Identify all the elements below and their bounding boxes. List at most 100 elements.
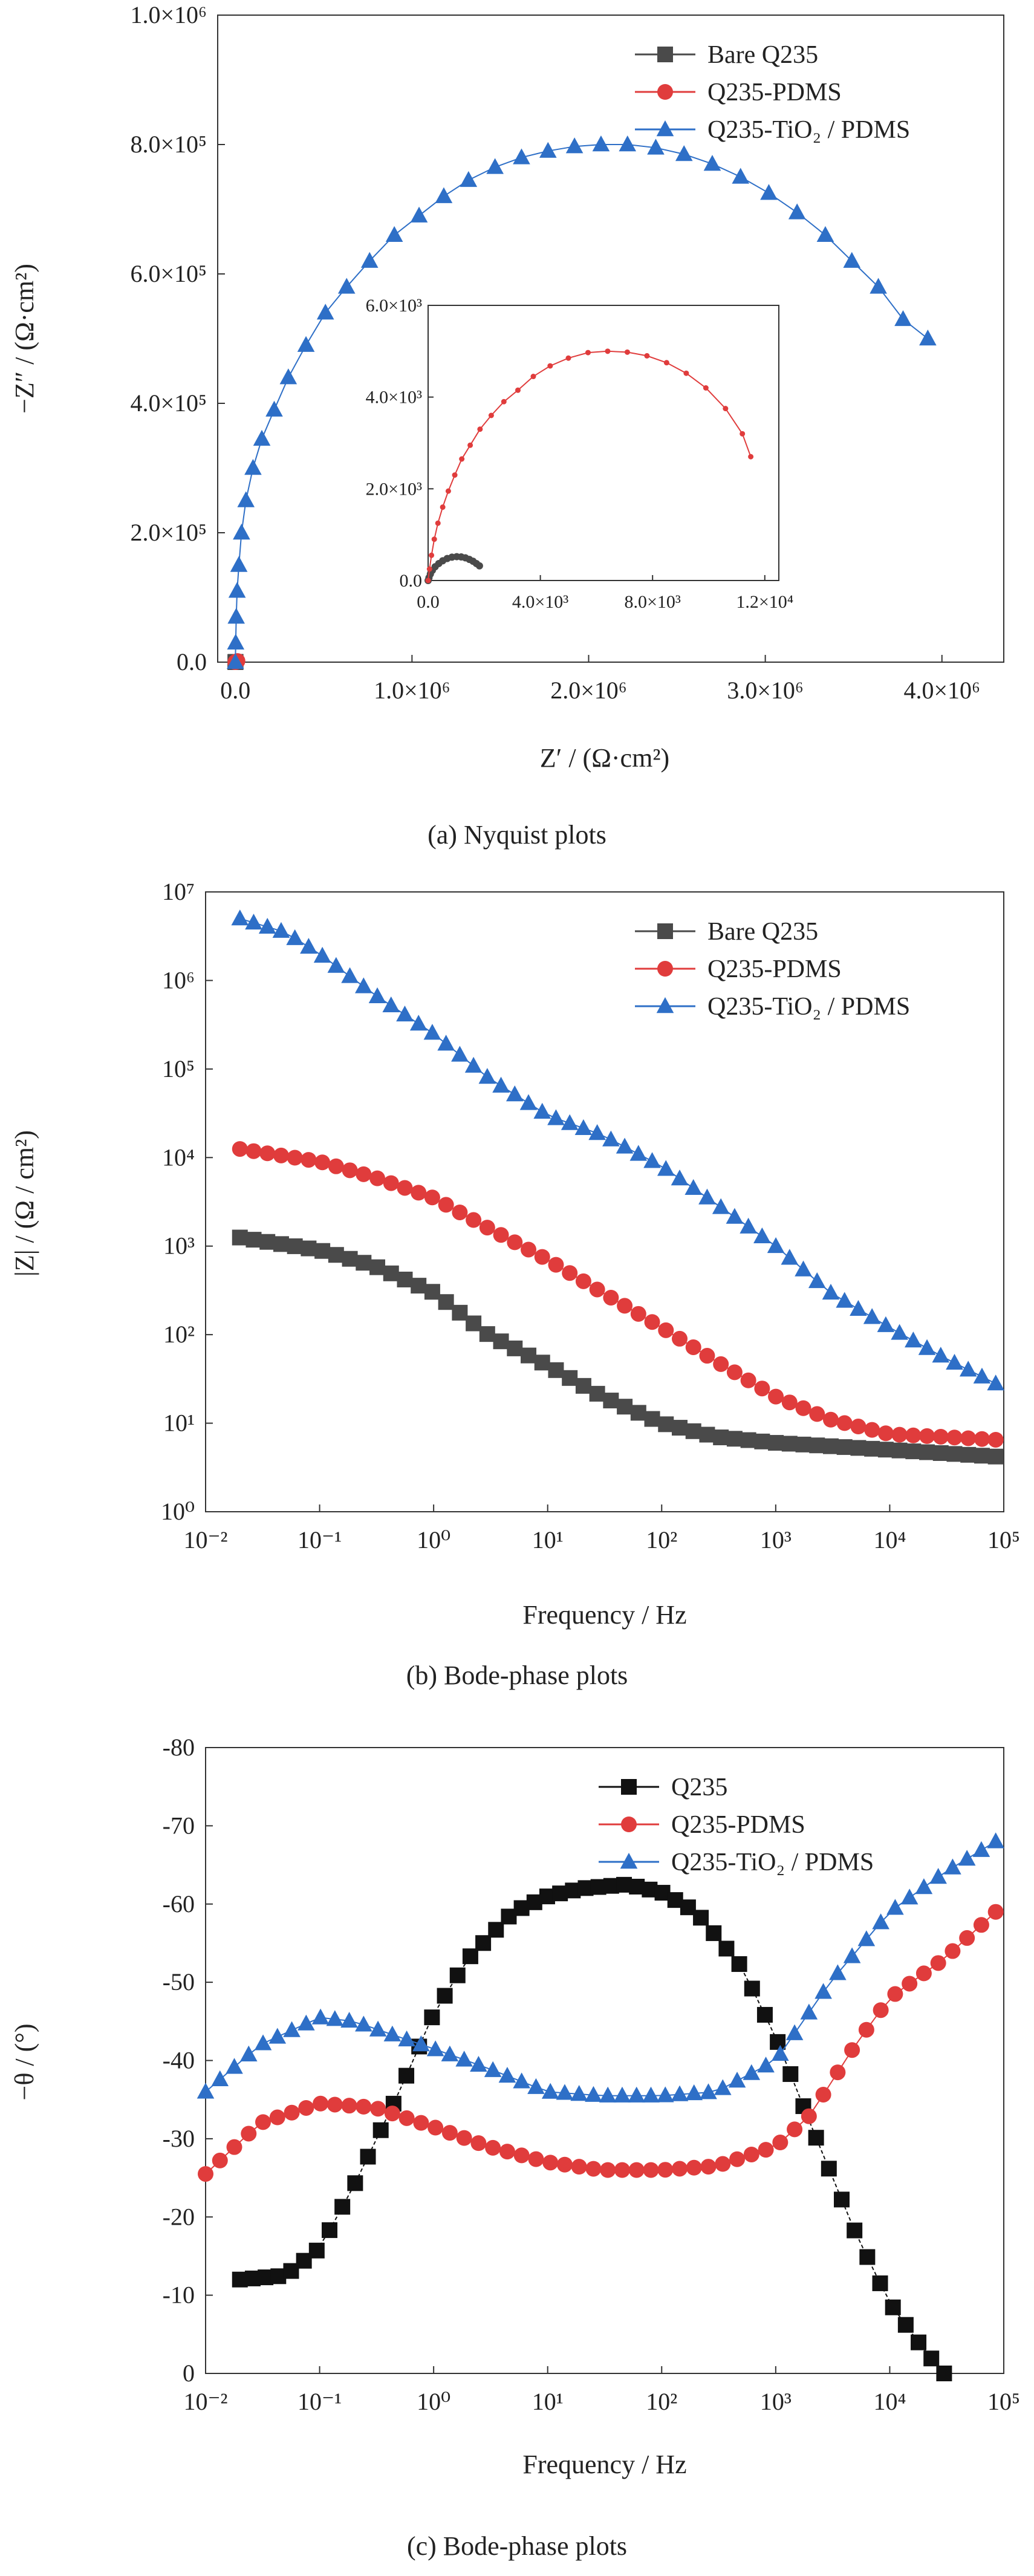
data-point: [475, 1935, 492, 1951]
legend-label: Q235-PDMS: [707, 955, 842, 983]
data-point: [685, 1423, 701, 1439]
data-point: [327, 2096, 343, 2113]
data-point: [672, 2161, 688, 2177]
y-tick-label: 8.0×10⁵: [130, 131, 207, 158]
data-point: [287, 1238, 303, 1254]
data-point: [301, 1152, 317, 1168]
data-point: [713, 1429, 729, 1446]
inset-x-tick-label: 8.0×10³: [624, 592, 680, 612]
x-tick-label: 10⁰: [417, 1526, 450, 1553]
data-point: [815, 1983, 832, 1999]
data-point: [245, 913, 262, 930]
inset-x-tick-label: 0.0: [417, 592, 440, 612]
inset-y-tick-label: 6.0×10³: [366, 296, 422, 316]
data-point: [781, 1394, 798, 1411]
x-tick-label: 0.0: [220, 677, 250, 704]
data-point: [987, 1904, 1004, 1920]
data-point: [341, 967, 359, 983]
y-tick-label: -50: [163, 1968, 195, 1995]
data-point: [822, 1284, 840, 1300]
data-point: [426, 2040, 444, 2057]
data-point: [284, 2104, 300, 2121]
y-tick-label: 10⁴: [162, 1143, 195, 1171]
data-point: [808, 1272, 826, 1289]
data-point: [693, 1910, 709, 1926]
data-point: [718, 1940, 735, 1957]
data-point: [230, 556, 248, 572]
data-point: [321, 2222, 337, 2239]
data-point: [859, 2249, 876, 2265]
data-point: [821, 2161, 837, 2177]
x-tick-label: 10⁻¹: [298, 2388, 342, 2415]
data-point: [915, 1878, 933, 1895]
data-point: [728, 2072, 746, 2088]
data-point: [974, 1431, 990, 1447]
data-point: [327, 957, 345, 973]
inset-data-point: [426, 566, 432, 572]
y-tick-label: 6.0×10⁵: [130, 260, 207, 287]
inset-data-point: [440, 504, 446, 510]
data-point: [232, 1141, 248, 1157]
data-point: [756, 2006, 773, 2023]
data-point: [630, 1306, 646, 1322]
legend: Bare Q235 Q235-PDMS Q235-TiO₂ / PDMS: [635, 918, 910, 1021]
data-point: [548, 1362, 564, 1378]
data-point: [877, 1316, 895, 1332]
data-point: [772, 2135, 789, 2151]
series-2: [226, 135, 937, 669]
data-point: [585, 2161, 602, 2177]
data-point: [833, 2191, 850, 2208]
figure-caption: (a) Nyquist plots: [428, 820, 606, 850]
data-point: [384, 2106, 400, 2122]
data-point: [397, 1271, 413, 1287]
data-point: [816, 226, 834, 242]
inset-data-point: [445, 488, 451, 494]
data-point: [905, 1427, 922, 1443]
data-point: [760, 184, 778, 200]
data-point: [822, 1411, 839, 1428]
data-point: [226, 2058, 243, 2074]
data-point: [788, 203, 806, 220]
x-tick-label: 10⁻²: [183, 1526, 227, 1553]
y-axis-label: −θ / (°): [10, 2023, 39, 2100]
data-point: [729, 2151, 746, 2167]
data-point: [757, 2057, 775, 2073]
data-point: [255, 2114, 272, 2130]
data-point: [197, 2083, 215, 2099]
data-point: [464, 1056, 483, 1073]
data-point: [396, 1005, 414, 1022]
data-point: [232, 1229, 248, 1246]
data-point: [347, 2175, 363, 2191]
data-point: [342, 1251, 358, 1267]
data-point: [574, 1119, 593, 1136]
legend-label: Q235-PDMS: [671, 1811, 805, 1839]
data-point: [412, 2035, 430, 2052]
data-point: [212, 2152, 228, 2168]
data-point: [383, 1175, 399, 1191]
data-point: [923, 2350, 940, 2367]
data-point: [754, 1433, 770, 1449]
y-tick-label: 10⁷: [162, 878, 195, 905]
data-point: [470, 2135, 487, 2152]
data-point: [589, 1281, 605, 1298]
data-point: [372, 2122, 389, 2138]
data-point: [451, 1046, 469, 1062]
data-point: [932, 1347, 950, 1363]
data-point: [452, 1304, 468, 1321]
panel-nyquist: 0.0 1.0×10⁶ 2.0×10⁶ 3.0×10⁶ 4.0×10⁶ 0.0 2.0×10…: [10, 1, 1004, 850]
data-point: [863, 1308, 881, 1324]
data-point: [565, 137, 584, 154]
data-point: [614, 2162, 630, 2178]
inset-y-tick-label: 2.0×10³: [366, 479, 422, 499]
data-point: [743, 2146, 759, 2162]
data-point: [486, 158, 504, 174]
data-point: [787, 2121, 803, 2138]
data-point: [877, 1442, 894, 1458]
data-point: [843, 1947, 861, 1963]
inset-data-point: [467, 442, 473, 448]
data-point: [703, 155, 721, 171]
data-point: [973, 1917, 989, 1933]
data-point: [513, 2147, 530, 2164]
data-point: [740, 1372, 756, 1388]
data-point: [259, 1234, 276, 1250]
